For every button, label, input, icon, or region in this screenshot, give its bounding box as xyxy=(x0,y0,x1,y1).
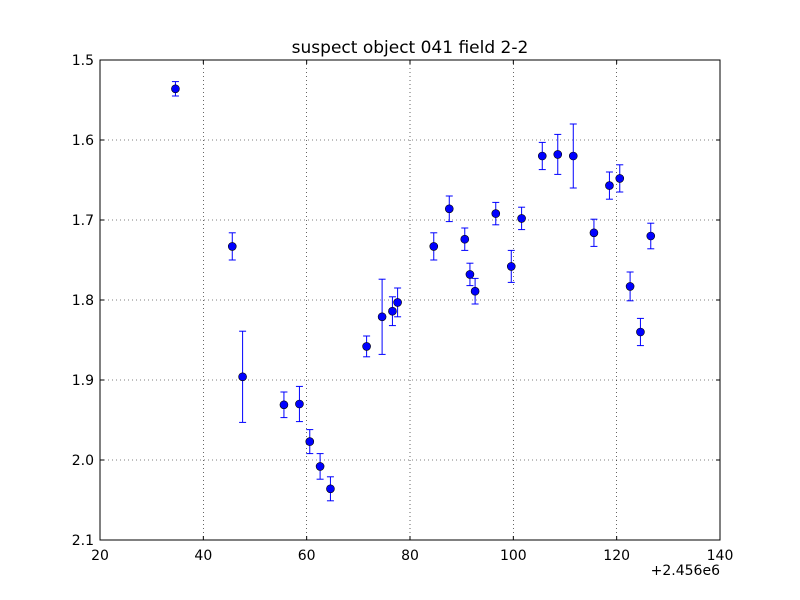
x-tick-label: 80 xyxy=(401,548,419,564)
data-point xyxy=(605,181,614,190)
data-point xyxy=(506,262,516,271)
data-point xyxy=(227,242,237,251)
data-point xyxy=(636,327,645,337)
y-tick-label: 1.9 xyxy=(72,373,94,389)
chart-title: suspect object 041 field 2-2 xyxy=(292,38,529,58)
data-point xyxy=(460,234,470,244)
y-tick-label: 2.0 xyxy=(72,453,94,469)
y-tick-label: 1.6 xyxy=(72,133,94,149)
data-point xyxy=(537,151,547,161)
data-point xyxy=(568,151,578,161)
data-point xyxy=(465,270,475,279)
data-point xyxy=(429,242,439,251)
data-point xyxy=(589,228,599,238)
data-point xyxy=(295,399,304,409)
x-offset-label: +2.456e6 xyxy=(651,563,720,579)
data-point xyxy=(615,174,625,183)
data-point xyxy=(646,231,656,241)
data-point xyxy=(362,342,371,351)
x-tick-label: 100 xyxy=(500,548,527,564)
y-tick-label: 2.1 xyxy=(72,533,94,549)
data-point xyxy=(326,484,335,494)
y-tick-label: 1.7 xyxy=(72,213,94,229)
x-tick-label: 140 xyxy=(707,548,734,564)
data-point xyxy=(279,400,289,410)
grid-layer xyxy=(100,60,720,540)
data-point xyxy=(315,462,325,471)
data-point xyxy=(625,282,635,291)
data-point xyxy=(238,372,247,382)
tick-layer: 20 40 60 80 100 120 140 1.5 1.6 1.7 1.8 1.9 2.0 2.1 xyxy=(72,53,734,564)
data-point xyxy=(491,209,501,218)
data-point xyxy=(171,84,180,94)
data-point xyxy=(553,150,563,159)
x-tick-label: 40 xyxy=(194,548,212,564)
data-point xyxy=(377,312,387,322)
x-tick-label: 120 xyxy=(603,548,630,564)
data-point xyxy=(444,204,454,214)
data-layer xyxy=(171,81,656,502)
x-tick-label: 60 xyxy=(298,548,316,564)
y-tick-label: 1.8 xyxy=(72,293,94,309)
y-tick-label: 1.5 xyxy=(72,53,94,69)
data-point xyxy=(388,306,397,316)
x-tick-label: 20 xyxy=(91,548,109,564)
data-point xyxy=(517,214,526,223)
data-point xyxy=(393,298,402,307)
data-point xyxy=(470,286,480,296)
data-point xyxy=(305,437,315,446)
